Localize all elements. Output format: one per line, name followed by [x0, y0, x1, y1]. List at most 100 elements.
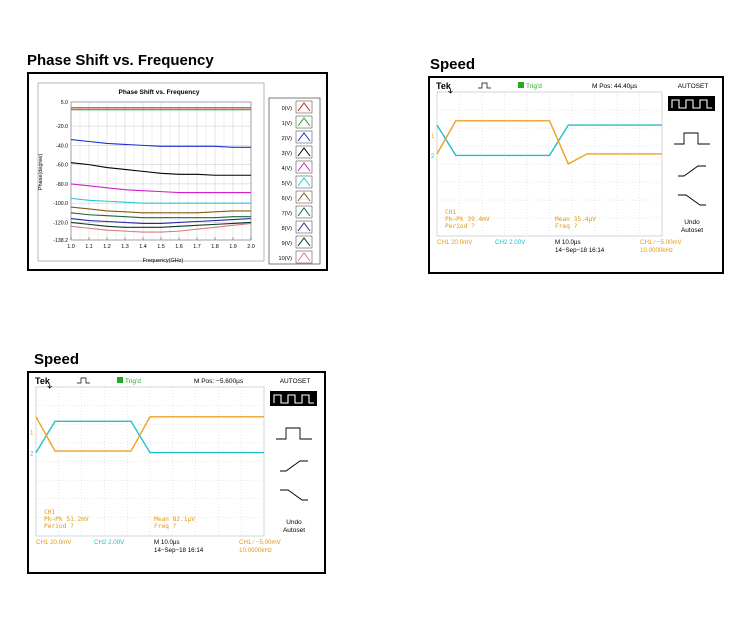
falling-edge-icon[interactable] [280, 489, 308, 501]
ch2-scale: CH2 2.00V [94, 539, 125, 546]
phase-legend-label: 10(V) [279, 256, 293, 262]
phase-lines [70, 107, 252, 233]
trigger-frequency: 10.0000kHz [640, 247, 673, 254]
autoset-square-wave-button[interactable] [270, 391, 317, 406]
phase-x-tick-label: 2.0 [247, 244, 255, 250]
speed1-scope-frame: Tek Trig'd M Pos: 44.40µs AUTOSET 1 2 CH1 Pk−Pk… [428, 76, 724, 274]
ch1-scale: CH1 20.0mV [437, 239, 473, 246]
speed1-panel-heading: Speed [430, 56, 476, 73]
phase-legend-swatch-box [295, 115, 313, 129]
phase-yticks: 5.0 -20.0 -40.0 -60.0 -80.0 -100.0 -120.0 -138.… [53, 100, 68, 244]
phase-legend-swatch-icon [297, 102, 311, 112]
phase-series-line-9 [70, 221, 252, 228]
phase-y-tick-label: 5.0 [61, 100, 68, 106]
phase-chart-title: Phase Shift vs. Frequency [119, 89, 200, 96]
phase-legend-swatch-box [295, 190, 313, 204]
phase-xticks: 1.0 1.1 1.2 1.3 1.4 1.5 1.6 1.7 1.8 1.9 2.0 [67, 237, 255, 250]
ch2-marker: 2 [30, 452, 34, 458]
scope-brand: Tek [35, 376, 51, 386]
phase-legend-swatch-icon [297, 132, 311, 142]
phase-legend-label: 6(V) [282, 196, 293, 202]
trigger-frequency: 10.0000kHz [239, 547, 272, 554]
phase-legend-swatch-box [295, 205, 313, 219]
meas-pkpk: Pk−Pk 51.2mV [44, 516, 89, 523]
trig-status-icon [518, 82, 524, 88]
phase-legend-swatch-icon [297, 222, 311, 232]
phase-panel-heading: Phase Shift vs. Frequency [27, 52, 214, 69]
phase-legend-label: 2(V) [282, 136, 293, 142]
trigger-setting: CH1 ∕ −5.00mV [640, 239, 683, 246]
speed2-panel-heading: Speed [34, 351, 80, 368]
ch1-waveform [436, 120, 662, 165]
autoset-menu-title: AUTOSET [678, 83, 709, 90]
ch1-scale: CH1 20.0mV [36, 539, 72, 546]
phase-series-line-7 [70, 212, 251, 219]
phase-x-tick-label: 1.2 [103, 244, 111, 250]
phase-series-line-6 [70, 206, 251, 214]
ch1-marker: 1 [30, 431, 34, 437]
phase-grid [70, 101, 252, 241]
scope-brand: Tek [436, 81, 452, 91]
phase-y-tick-label: -138.2 [53, 238, 68, 244]
phase-x-tick-label: 1.6 [175, 244, 183, 250]
phase-series-line-2 [70, 139, 251, 148]
phase-legend-label: 5(V) [282, 181, 293, 187]
undo-autoset-button[interactable]: Undo [684, 219, 700, 226]
autoset-square-wave-button[interactable] [668, 96, 715, 111]
phase-legend-label: 4(V) [282, 166, 293, 172]
phase-legend-swatch-icon [297, 207, 311, 217]
phase-y-axis-label: Phase(degree) [38, 154, 44, 191]
trig-status: Trig'd [125, 378, 141, 385]
phase-legend-label: 3(V) [282, 151, 293, 157]
rising-edge-icon[interactable] [280, 460, 308, 472]
phase-legend-swatch-icon [297, 252, 311, 262]
ch2-waveform [436, 124, 662, 157]
phase-legend-label: 7(V) [282, 211, 293, 217]
phase-series-line-10 [70, 222, 252, 233]
m-pos-readout: M Pos: −5.600µs [194, 378, 244, 385]
phase-legend-swatch-box [295, 100, 313, 114]
phase-legend-swatch-icon [297, 177, 311, 187]
ch1-marker: 1 [431, 134, 435, 140]
phase-series-line-5 [70, 197, 251, 204]
phase-y-tick-label: -120.0 [53, 220, 68, 226]
phase-legend-swatch-icon [297, 192, 311, 202]
single-pulse-icon[interactable] [674, 132, 710, 145]
phase-y-tick-label: -40.0 [56, 143, 68, 149]
undo-autoset-button-line2[interactable]: Autoset [283, 527, 305, 534]
phase-x-axis-label: Frequency(GHz) [143, 258, 184, 264]
speed2-scope-frame: Tek Trig'd M Pos: −5.600µs AUTOSET 1 2 CH1 Pk−P… [27, 371, 326, 574]
phase-legend-swatch-box [295, 250, 313, 264]
phase-x-tick-label: 1.5 [157, 244, 165, 250]
falling-edge-icon[interactable] [678, 194, 706, 206]
phase-legend-swatch-box [295, 175, 313, 189]
capture-date: 14−Sep−18 16:14 [555, 247, 605, 254]
undo-autoset-button[interactable]: Undo [286, 519, 302, 526]
trigger-pulse-icon [77, 377, 90, 384]
speed1-scope: Tek Trig'd M Pos: 44.40µs AUTOSET 1 2 CH1Pk−Pk… [430, 78, 722, 272]
phase-y-tick-label: -20.0 [56, 124, 68, 130]
phase-legend-label: 1(V) [282, 121, 293, 127]
phase-legend-swatch-icon [297, 237, 311, 247]
trig-status-icon [117, 377, 123, 383]
undo-autoset-button-line2[interactable]: Autoset [681, 227, 703, 234]
phase-y-tick-label: -60.0 [56, 163, 68, 169]
autoset-menu-title: AUTOSET [280, 378, 311, 385]
phase-x-tick-label: 1.1 [85, 244, 93, 250]
phase-legend-swatch-icon [297, 117, 311, 127]
phase-chart: Phase Shift vs. Frequency 1.0 1.1 1.2 1.3 1.… [37, 82, 321, 265]
ch2-marker: 2 [431, 154, 435, 160]
phase-legend-swatch-box [295, 220, 313, 234]
phase-x-tick-label: 1.9 [229, 244, 237, 250]
speed2-scope: Tek Trig'd M Pos: −5.600µs AUTOSET 1 2 CH1Pk−P… [29, 373, 324, 572]
ch2-scale: CH2 2.00V [495, 239, 526, 246]
phase-series-line-8 [70, 218, 252, 224]
meas-ch1-label: CH1 [445, 209, 456, 216]
phase-legend: 0(V) 1(V) 2(V) 3(V) 4(V) 5(V) 6(V) 7(V) 8(V) 9(V)… [268, 97, 321, 265]
meas-period: Period ? [44, 523, 74, 530]
single-pulse-icon[interactable] [276, 427, 312, 440]
phase-legend-label: 0(V) [282, 106, 293, 112]
rising-edge-icon[interactable] [678, 165, 706, 177]
phase-x-tick-label: 1.7 [193, 244, 201, 250]
timebase: M 10.0µs [555, 239, 581, 246]
